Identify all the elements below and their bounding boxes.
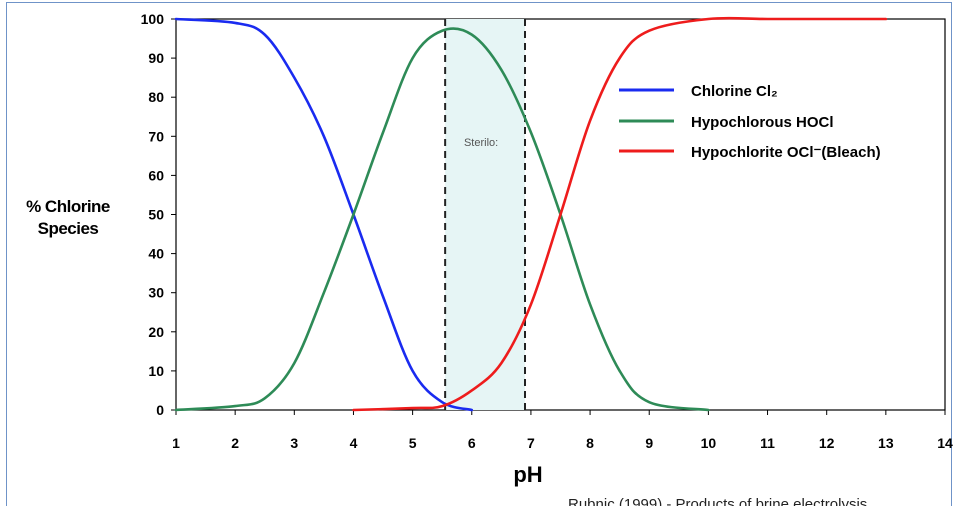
x-tick-label: 12 xyxy=(819,435,835,451)
series-line-0 xyxy=(174,17,474,412)
y-axis-label: % Chlorine Species xyxy=(8,196,128,240)
legend-label-0: Chlorine Cl₂ xyxy=(691,83,778,100)
y-tick-label: 20 xyxy=(148,324,164,340)
x-tick-label: 2 xyxy=(231,435,239,451)
x-tick-label: 7 xyxy=(527,435,535,451)
x-tick-label: 14 xyxy=(937,435,953,451)
x-tick-label: 6 xyxy=(468,435,476,451)
y-tick-label: 80 xyxy=(148,89,164,105)
sterile-zone-band xyxy=(445,19,526,410)
series-line-1 xyxy=(174,27,710,412)
y-tick-label: 30 xyxy=(148,285,164,301)
y-tick-label: 90 xyxy=(148,50,164,66)
legend-label-1: Hypochlorous HOCl xyxy=(691,114,834,131)
x-tick-label: 11 xyxy=(760,435,775,451)
x-tick-label: 13 xyxy=(878,435,894,451)
y-axis-label-line-2: Species xyxy=(37,219,99,238)
x-tick-label: 1 xyxy=(172,435,180,451)
x-tick-label: 4 xyxy=(350,435,358,451)
y-tick-label: 40 xyxy=(148,246,164,262)
legend-label-2: Hypochlorite OCl⁻(Bleach) xyxy=(691,144,881,161)
y-tick-label: 10 xyxy=(148,363,164,379)
bottom-margin xyxy=(0,506,956,514)
y-tick-label: 70 xyxy=(148,128,164,144)
band-label: Sterilo: xyxy=(464,137,498,149)
y-tick-label: 0 xyxy=(156,402,164,418)
x-tick-label: 5 xyxy=(409,435,417,451)
x-tick-label: 3 xyxy=(290,435,298,451)
x-axis-label: pH xyxy=(513,462,542,487)
y-axis-label-line-1: % Chlorine xyxy=(26,197,110,216)
x-tick-label: 8 xyxy=(586,435,594,451)
y-tick-label: 50 xyxy=(148,207,164,223)
x-tick-label: 9 xyxy=(645,435,653,451)
y-tick-label: 100 xyxy=(141,11,165,27)
x-tick-label: 10 xyxy=(701,435,717,451)
series-line-2 xyxy=(352,16,888,412)
y-tick-label: 60 xyxy=(148,167,164,183)
